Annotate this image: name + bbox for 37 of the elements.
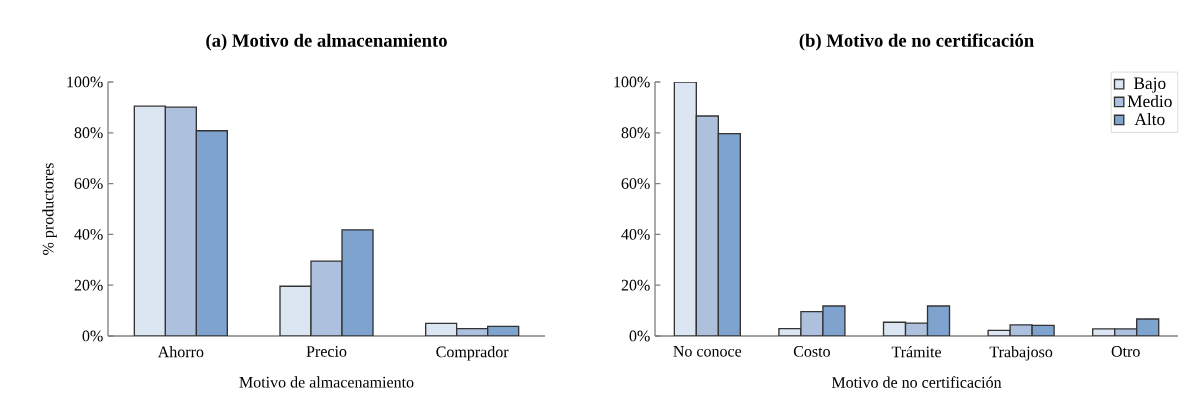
bar [673,82,697,336]
bar [341,229,374,336]
x-tick-label: Ahorro [157,346,204,358]
y-tick-label: 0% [82,330,103,342]
x-tick-label: Trabajoso [989,346,1053,361]
y-tick-label: 20% [74,279,103,291]
y-tick-label: 40% [74,228,103,240]
x-tick-label: Trámite [891,346,942,358]
bar [279,285,312,336]
legend-label: Medio [1127,94,1172,108]
x-tick-label: Costo [793,346,830,357]
bar [164,106,198,336]
y-tick-label: 100% [614,76,650,88]
y-tick-label: 40% [621,228,650,240]
y-tick-label: 80% [621,127,650,139]
bar [717,132,741,336]
x-axis-title: Motivo de almacenamiento [239,376,414,388]
y-tick-label: 100% [67,76,103,88]
x-axis-title: Motivo de no certificación [831,376,1002,388]
bar [310,260,343,336]
y-tick-label: 60% [74,178,103,190]
legend-label: Alto [1134,112,1165,126]
bar [695,115,719,336]
legend-label: Bajo [1133,77,1166,93]
x-tick-label: Precio [306,346,347,357]
y-tick-label: 80% [74,127,103,139]
x-tick-label: Otro [1111,346,1140,357]
chart-title: (a) Motivo de almacenamiento [206,33,447,51]
y-tick-label: 60% [621,178,650,190]
y-tick-label: 20% [621,279,650,291]
x-tick-label: Comprador [436,346,509,361]
x-tick-label: No conoce [673,346,742,357]
y-tick-label: 0% [629,330,650,342]
bar [133,105,167,336]
bar [195,130,229,336]
y-axis-title: % productores [42,163,57,255]
chart-title: (b) Motivo de no certificación [799,33,1034,51]
